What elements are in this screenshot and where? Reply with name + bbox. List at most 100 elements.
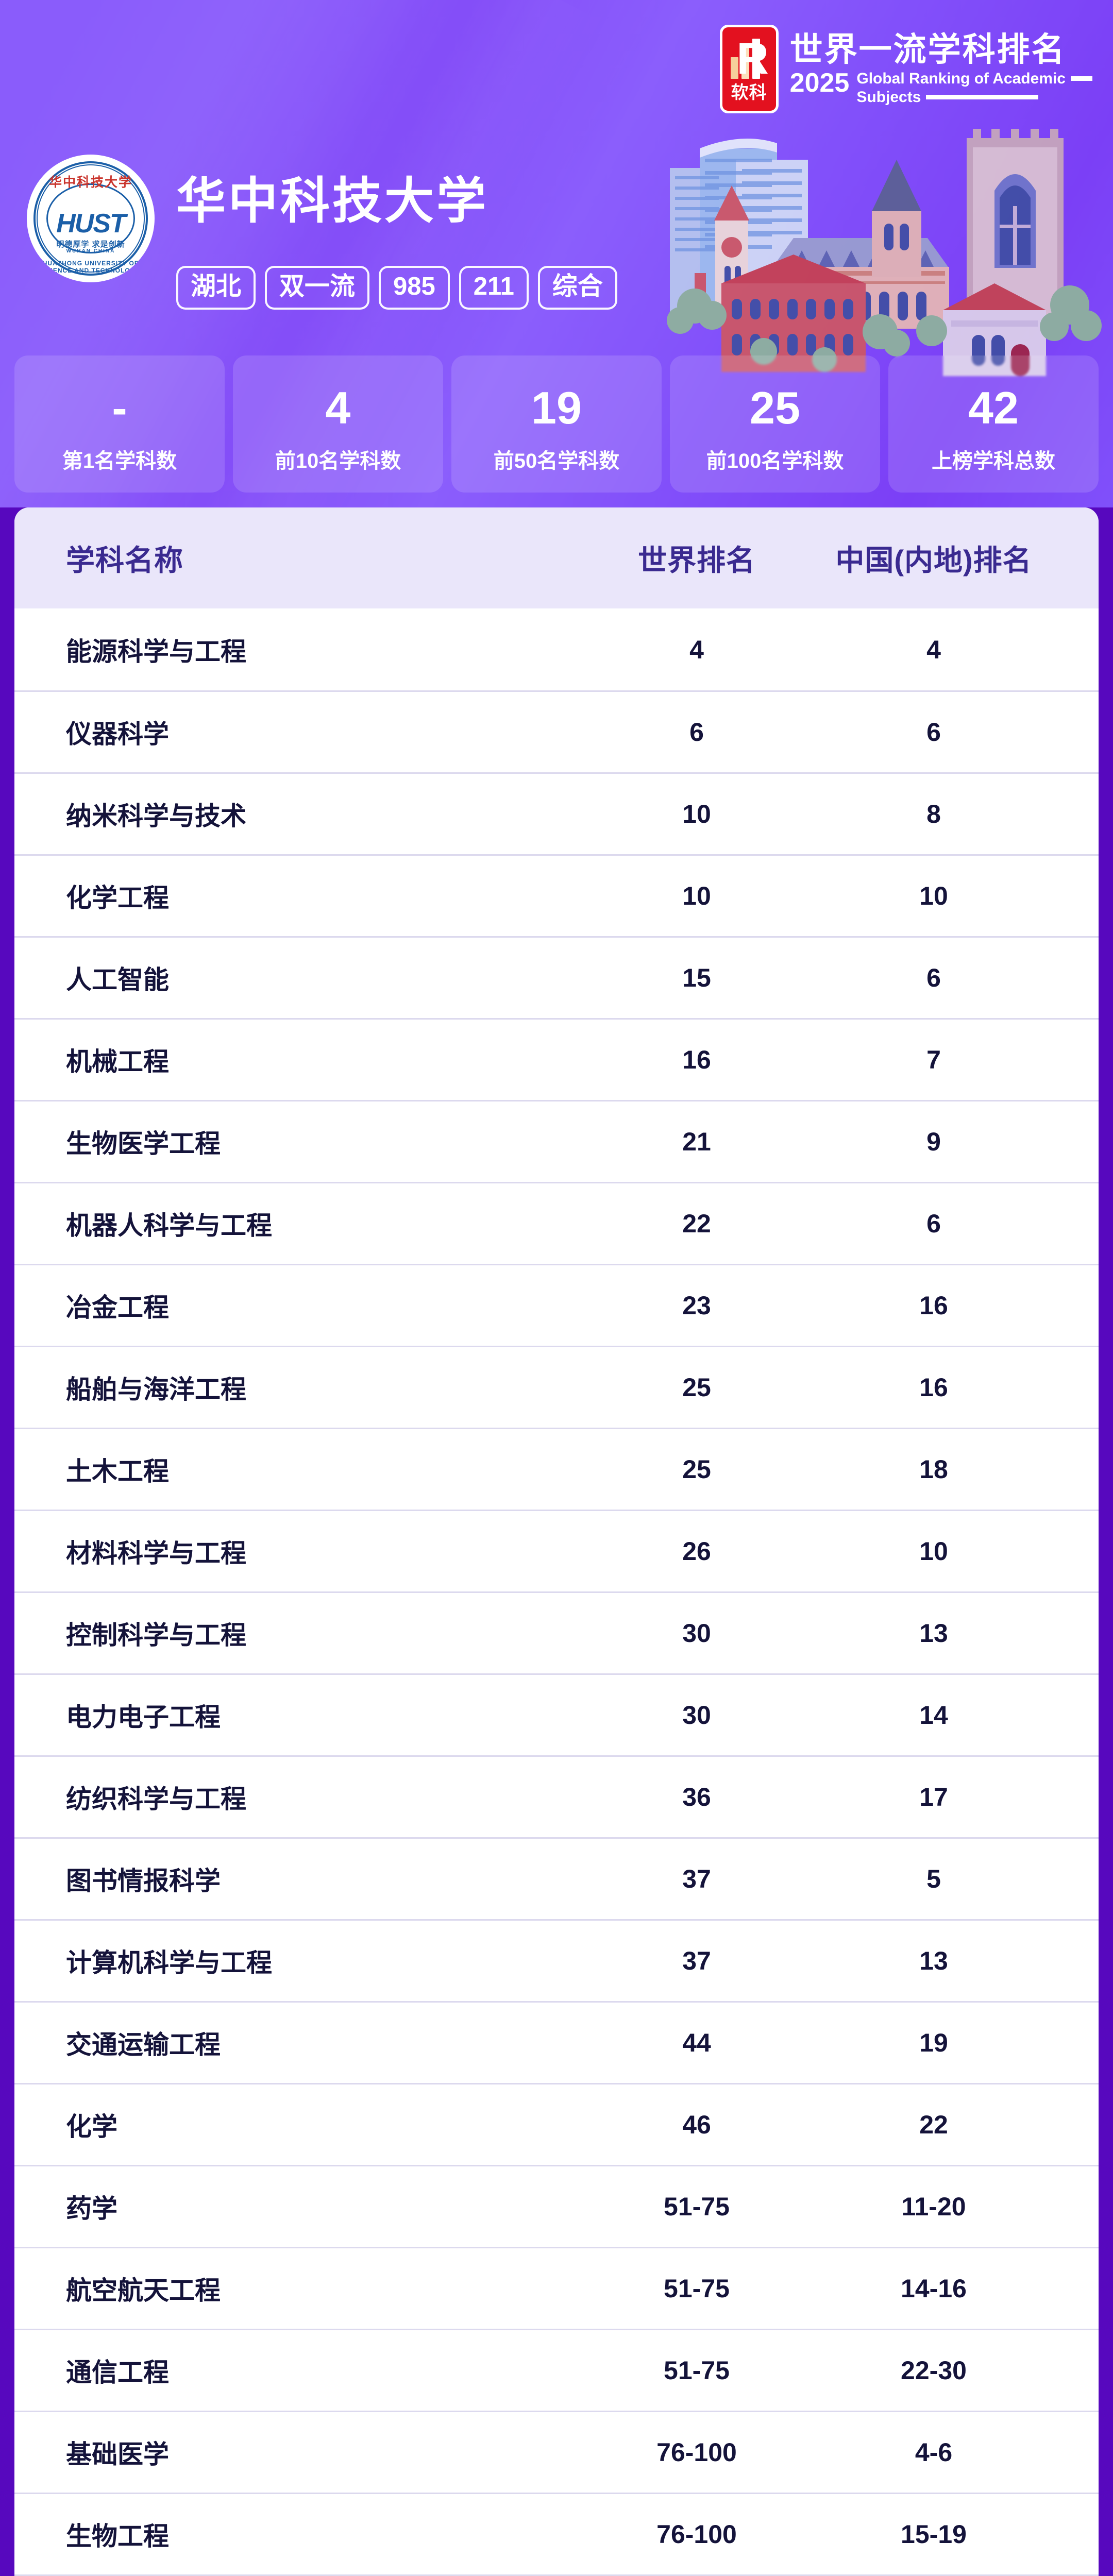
stat-label: 前50名学科数	[493, 450, 620, 472]
table-row: 计算机科学与工程 37 13	[14, 1919, 1099, 2001]
stat-value: 4	[325, 382, 351, 433]
cell-china-rank: 13	[919, 1946, 948, 1975]
cell-china-rank: 10	[919, 882, 948, 910]
cell-china-rank: 5	[926, 1865, 941, 1893]
cell-world-rank: 6	[689, 718, 704, 747]
hero-banner: R 软科 世界一流学科排名 2025 Global Ranking of Aca…	[0, 0, 1113, 507]
table-row: 能源科学与工程 4 4	[14, 608, 1099, 690]
cell-subject-name: 计算机科学与工程	[66, 1948, 272, 1977]
cell-subject-name: 化学	[66, 2112, 117, 2141]
cell-world-rank: 51-75	[664, 2274, 730, 2303]
cell-china-rank: 8	[926, 800, 941, 828]
cell-subject-name: 航空航天工程	[66, 2276, 221, 2305]
table-row: 航空航天工程 51-75 14-16	[14, 2247, 1099, 2329]
cell-world-rank: 30	[682, 1701, 711, 1730]
cell-subject-name: 电力电子工程	[66, 1703, 221, 1732]
table-row: 生物工程 76-100 15-19	[14, 2493, 1099, 2574]
tag-province: 湖北	[176, 265, 256, 310]
ranking-brand-logo: R 软科 世界一流学科排名 2025 Global Ranking of Aca…	[719, 25, 1092, 113]
seal-inner-ring	[37, 164, 145, 273]
cell-subject-name: 控制科学与工程	[66, 1621, 246, 1650]
table-row: 化学工程 10 10	[14, 854, 1099, 936]
cell-china-rank: 6	[926, 1209, 941, 1238]
table-row: 冶金工程 23 16	[14, 1264, 1099, 1346]
cell-china-rank: 4	[926, 635, 941, 664]
brand-letter-r: R	[736, 34, 769, 83]
cell-china-rank: 14-16	[901, 2274, 967, 2303]
cell-world-rank: 37	[682, 1946, 711, 1975]
cell-subject-name: 仪器科学	[66, 720, 169, 749]
cell-world-rank: 76-100	[656, 2438, 737, 2467]
cell-china-rank: 4-6	[915, 2438, 953, 2467]
cell-china-rank: 15-19	[901, 2520, 967, 2549]
cell-subject-name: 机器人科学与工程	[66, 1211, 272, 1240]
seal-en-text: HUAZHONG UNIVERSITY OF SCIENCE AND TECHN…	[41, 260, 141, 274]
cell-world-rank: 4	[689, 635, 704, 664]
cell-subject-name: 材料科学与工程	[66, 1539, 246, 1568]
seal-abbr-text: HUST	[56, 209, 126, 239]
table-row: 人工智能 15 6	[14, 936, 1099, 1018]
cell-subject-name: 机械工程	[66, 1047, 169, 1076]
stat-value: 19	[531, 382, 582, 433]
cell-world-rank: 36	[682, 1783, 711, 1811]
cell-subject-name: 纳米科学与技术	[66, 802, 246, 831]
brand-cn-label: 软科	[731, 83, 767, 103]
cell-world-rank: 25	[682, 1373, 711, 1402]
cell-china-rank: 11-20	[901, 2192, 966, 2221]
stat-label: 上榜学科总数	[932, 450, 1055, 472]
cell-china-rank: 13	[919, 1619, 948, 1648]
shanghairanking-mark-icon: R 软科	[719, 25, 779, 113]
stat-card-total: 42 上榜学科总数	[888, 355, 1099, 493]
table-row: 生物医学工程 21 9	[14, 1100, 1099, 1182]
table-row: 图书情报科学 37 5	[14, 1837, 1099, 1919]
campus-illustration	[667, 129, 1102, 376]
table-row: 船舶与海洋工程 25 16	[14, 1346, 1099, 1428]
table-row: 纳米科学与技术 10 8	[14, 772, 1099, 854]
cell-world-rank: 51-75	[664, 2356, 730, 2385]
university-tag-list: 湖北 双一流 985 211 综合	[176, 265, 617, 310]
tag-shuangyiliu: 双一流	[265, 265, 370, 310]
cell-world-rank: 16	[682, 1045, 711, 1074]
cell-china-rank: 14	[919, 1701, 948, 1730]
tag-985: 985	[379, 265, 450, 310]
cell-subject-name: 交通运输工程	[66, 2030, 221, 2059]
university-identity: 华中科技大学 HUST 明德厚学 求是创新 WUHAN CHINA HUAZHO…	[27, 155, 617, 310]
cell-world-rank: 44	[682, 2028, 711, 2057]
table-header-row: 学科名称 世界排名 中国(内地)排名	[14, 507, 1099, 608]
cell-china-rank: 19	[919, 2028, 948, 2057]
cell-china-rank: 16	[919, 1373, 948, 1402]
table-row: 纺织科学与工程 36 17	[14, 1755, 1099, 1837]
stat-label: 第1名学科数	[62, 450, 177, 472]
table-row: 材料科学与工程 26 10	[14, 1510, 1099, 1591]
cell-world-rank: 76-100	[656, 2520, 737, 2549]
cell-subject-name: 人工智能	[66, 965, 169, 994]
cell-subject-name: 土木工程	[66, 1457, 169, 1486]
cell-world-rank: 23	[682, 1291, 711, 1320]
cell-subject-name: 通信工程	[66, 2358, 169, 2387]
cell-subject-name: 基础医学	[66, 2440, 169, 2469]
column-header-subject: 学科名称	[66, 544, 183, 577]
stat-card-top100: 25 前100名学科数	[670, 355, 880, 493]
table-body: 能源科学与工程 4 4 仪器科学 6 6 纳米科学与技术 10 8 化学工程 10 10 人工智能 15 6…	[14, 608, 1099, 2576]
table-row: 控制科学与工程 30 13	[14, 1591, 1099, 1673]
cell-subject-name: 生物医学工程	[66, 1129, 221, 1158]
cell-china-rank: 6	[926, 963, 941, 992]
table-row: 电力电子工程 30 14	[14, 1673, 1099, 1755]
cell-subject-name: 船舶与海洋工程	[66, 1375, 246, 1404]
stat-label: 前100名学科数	[706, 450, 844, 472]
cell-china-rank: 16	[919, 1291, 948, 1320]
stat-card-row: - 第1名学科数 4 前10名学科数 19 前50名学科数 25 前100名学科…	[14, 355, 1099, 493]
seal-cn-text: 华中科技大学	[48, 175, 132, 190]
stat-value: 42	[968, 382, 1019, 433]
rule-short	[1071, 76, 1092, 81]
cell-china-rank: 22	[919, 2110, 948, 2139]
seal-motto-text: 明德厚学 求是创新	[56, 240, 125, 249]
column-header-china-rank: 中国(内地)排名	[835, 544, 1032, 577]
cell-world-rank: 30	[682, 1619, 711, 1648]
table-row: 基础医学 76-100 4-6	[14, 2411, 1099, 2493]
table-row: 土木工程 25 18	[14, 1428, 1099, 1510]
cell-subject-name: 图书情报科学	[66, 1867, 221, 1895]
stat-card-rank1: - 第1名学科数	[14, 355, 225, 493]
stat-label: 前10名学科数	[275, 450, 401, 472]
